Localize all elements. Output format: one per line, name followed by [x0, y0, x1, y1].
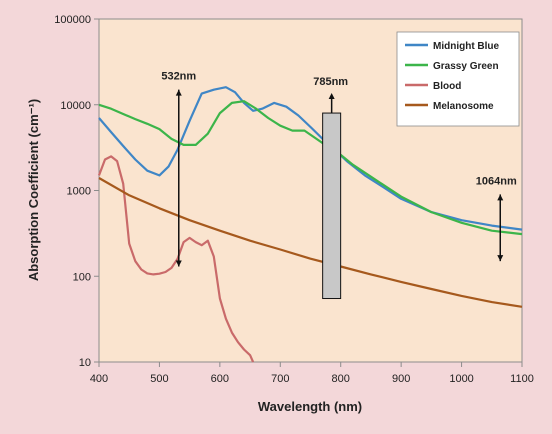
arrow-head	[175, 260, 182, 267]
x-tick-label: 1000	[449, 373, 473, 385]
wavelength-label: 1064nm	[476, 175, 517, 187]
arrow-head	[328, 93, 335, 100]
arrow-head	[497, 194, 504, 201]
legend: Midnight Blue Grassy Green Blood Melanosome	[396, 31, 520, 127]
x-tick-label: 700	[271, 373, 289, 385]
x-tick-label: 600	[211, 373, 229, 385]
y-tick-label: 1000	[67, 186, 91, 198]
series-line-melanosome	[98, 177, 523, 308]
arrow-head	[497, 255, 504, 262]
y-axis-ticks: 10 100 1000 10000 100000	[54, 14, 99, 369]
wavelength-label: 532nm	[161, 71, 196, 83]
y-tick-label: 100000	[54, 14, 91, 26]
series-layer	[97, 86, 523, 363]
series-line-blood	[97, 155, 255, 363]
x-axis-label: Wavelength (nm)	[258, 399, 362, 414]
legend-box	[396, 31, 520, 127]
y-tick-label: 10	[79, 357, 91, 369]
y-axis-label: Absorption Coefficient (cm⁻¹)	[26, 99, 41, 281]
y-tick-label: 10000	[60, 100, 91, 112]
x-tick-label: 500	[150, 373, 168, 385]
annotation-layer: 532nm 785nm 1064nm	[161, 71, 517, 300]
y-tick-label: 100	[73, 271, 91, 283]
legend-label: Grassy Green	[433, 61, 499, 72]
x-tick-label: 400	[90, 373, 108, 385]
x-tick-label: 900	[392, 373, 410, 385]
legend-label: Blood	[433, 81, 461, 92]
wavelength-band-bar	[322, 112, 342, 300]
legend-label: Midnight Blue	[433, 41, 500, 52]
legend-label: Melanosome	[433, 101, 494, 112]
x-tick-label: 800	[332, 373, 350, 385]
arrow-head	[175, 89, 182, 96]
series-line-grassy-green	[98, 100, 523, 236]
x-axis-ticks: 400 500 600 700 800 900 1000 1100	[90, 362, 534, 385]
x-tick-label: 1100	[510, 373, 534, 385]
wavelength-label: 785nm	[313, 76, 348, 88]
